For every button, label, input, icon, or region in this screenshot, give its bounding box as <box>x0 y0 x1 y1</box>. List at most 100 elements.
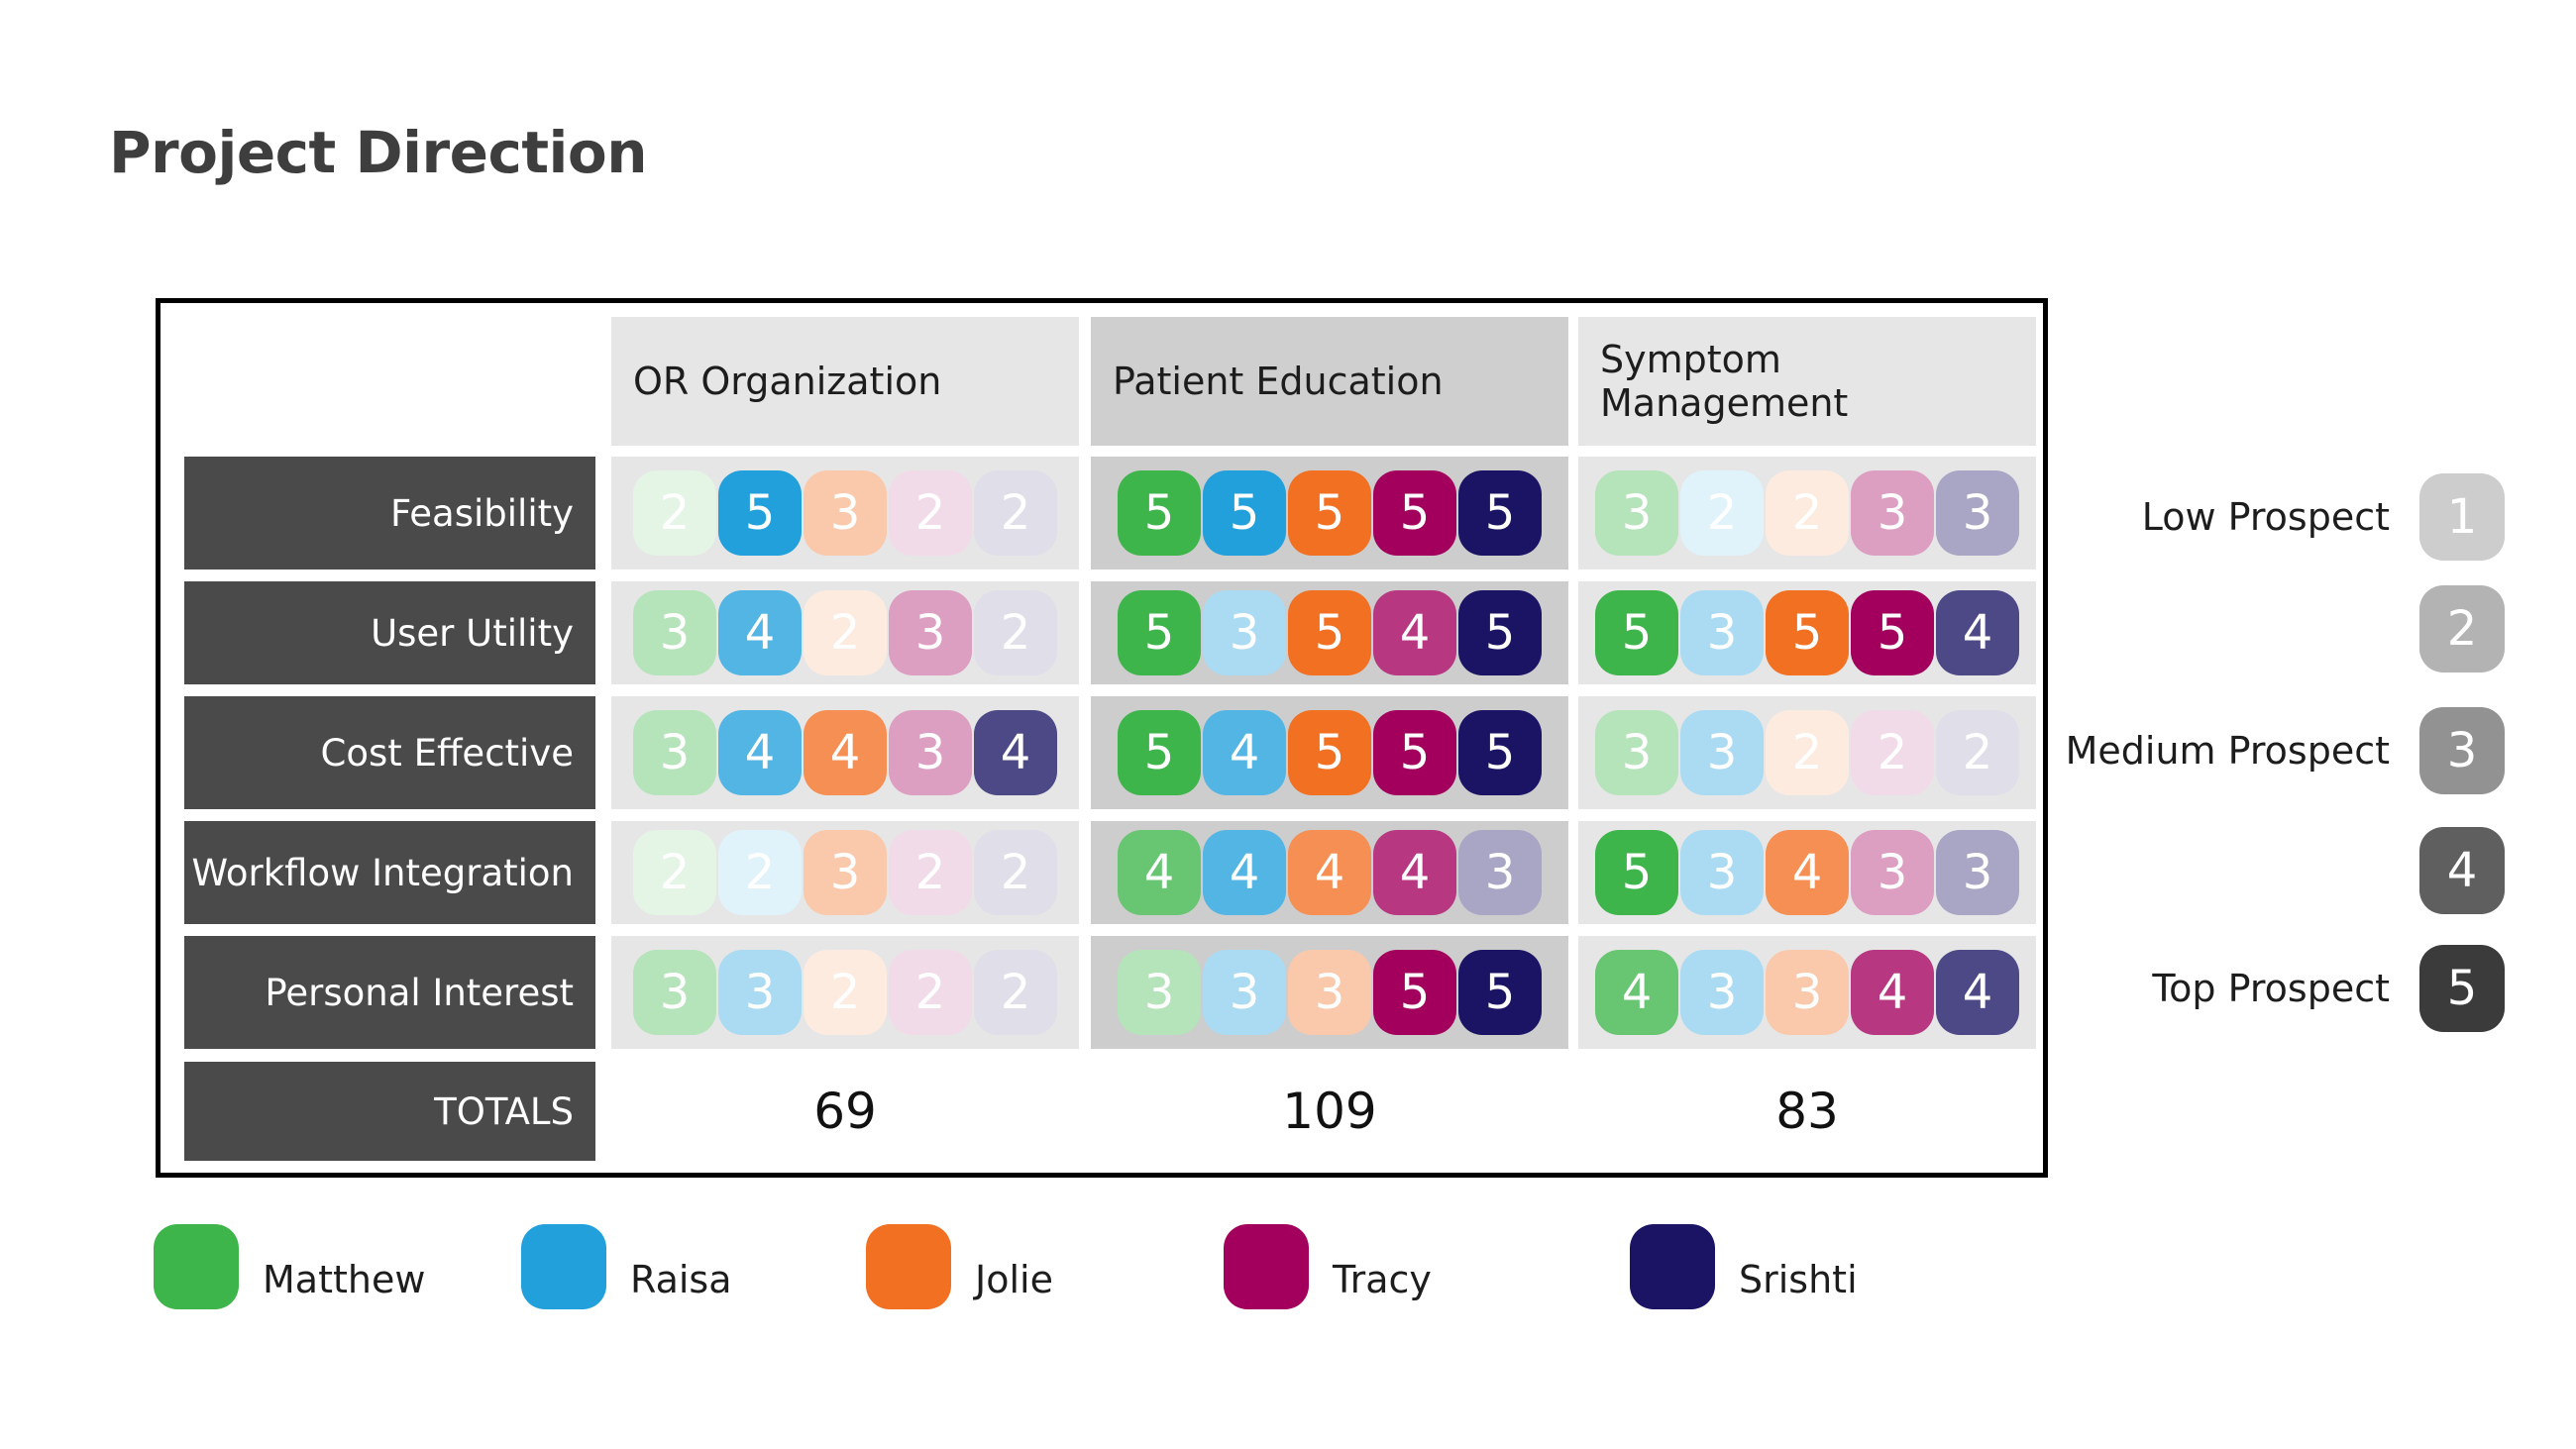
score-chip-jolie: 5 <box>1288 470 1371 556</box>
score-chip-matthew: 5 <box>1118 470 1201 556</box>
score-chip-raisa: 3 <box>1680 830 1764 915</box>
score-chip-jolie: 5 <box>1766 590 1849 675</box>
score-chip-matthew: 4 <box>1118 830 1201 915</box>
column-total: 109 <box>1282 1083 1377 1140</box>
score-chip-srishti: 4 <box>974 710 1057 795</box>
score-chip-srishti: 3 <box>1458 830 1542 915</box>
score-chip-raisa: 4 <box>1203 830 1286 915</box>
score-chip-raisa: 3 <box>1680 710 1764 795</box>
score-chip-raisa: 4 <box>718 590 802 675</box>
scale-chip: 2 <box>2419 585 2505 673</box>
scale-chip: 4 <box>2419 827 2505 914</box>
score-chip-srishti: 2 <box>974 470 1057 556</box>
score-chip-srishti: 2 <box>1936 710 2019 795</box>
scale-label: Low Prospect <box>2141 495 2390 539</box>
scale-chip: 3 <box>2419 707 2505 794</box>
score-chip-srishti: 4 <box>1936 950 2019 1035</box>
totals-label: TOTALS <box>184 1062 595 1161</box>
score-chip-raisa: 5 <box>718 470 802 556</box>
score-chip-srishti: 4 <box>1936 590 2019 675</box>
legend-swatch <box>1224 1224 1309 1309</box>
score-chip-raisa: 3 <box>718 950 802 1035</box>
score-chip-raisa: 3 <box>1203 590 1286 675</box>
legend-swatch <box>521 1224 606 1309</box>
score-chip-srishti: 2 <box>974 830 1057 915</box>
score-chip-tracy: 3 <box>889 590 972 675</box>
score-chip-tracy: 2 <box>889 470 972 556</box>
score-chip-jolie: 2 <box>1766 470 1849 556</box>
score-chip-jolie: 2 <box>804 950 887 1035</box>
row-label: User Utility <box>184 581 595 684</box>
scale-label: Top Prospect <box>2152 967 2390 1010</box>
score-chip-jolie: 2 <box>804 590 887 675</box>
score-chip-tracy: 5 <box>1373 470 1456 556</box>
score-chip-jolie: 5 <box>1288 710 1371 795</box>
score-chip-srishti: 5 <box>1458 470 1542 556</box>
row-label: Cost Effective <box>184 696 595 809</box>
score-chip-jolie: 3 <box>804 470 887 556</box>
score-chip-jolie: 4 <box>804 710 887 795</box>
score-chip-matthew: 3 <box>633 590 716 675</box>
score-chip-matthew: 5 <box>1595 590 1678 675</box>
legend-label: Jolie <box>975 1258 1053 1301</box>
score-chip-tracy: 3 <box>1851 830 1934 915</box>
score-chip-matthew: 2 <box>633 470 716 556</box>
score-chip-srishti: 5 <box>1458 710 1542 795</box>
score-chip-raisa: 3 <box>1203 950 1286 1035</box>
score-chip-srishti: 5 <box>1458 950 1542 1035</box>
score-chip-tracy: 3 <box>1851 470 1934 556</box>
column-header: Symptom Management <box>1578 317 2036 446</box>
score-chip-raisa: 3 <box>1680 590 1764 675</box>
legend-swatch <box>866 1224 951 1309</box>
score-chip-tracy: 5 <box>1373 950 1456 1035</box>
row-label: Workflow Integration <box>184 821 595 924</box>
scale-label: Medium Prospect <box>2065 729 2390 773</box>
score-chip-raisa: 2 <box>1680 470 1764 556</box>
score-chip-matthew: 5 <box>1118 590 1201 675</box>
score-chip-jolie: 3 <box>1288 950 1371 1035</box>
score-chip-raisa: 4 <box>718 710 802 795</box>
row-label: Feasibility <box>184 457 595 569</box>
legend-label: Raisa <box>630 1258 732 1301</box>
page-title: Project Direction <box>109 119 648 186</box>
score-chip-jolie: 4 <box>1766 830 1849 915</box>
score-chip-raisa: 4 <box>1203 710 1286 795</box>
score-chip-jolie: 2 <box>1766 710 1849 795</box>
score-chip-srishti: 2 <box>974 590 1057 675</box>
score-chip-raisa: 3 <box>1680 950 1764 1035</box>
score-chip-matthew: 5 <box>1595 830 1678 915</box>
scale-chip: 5 <box>2419 945 2505 1032</box>
column-total: 69 <box>813 1083 877 1140</box>
score-chip-tracy: 3 <box>889 710 972 795</box>
score-chip-jolie: 3 <box>1766 950 1849 1035</box>
score-chip-jolie: 3 <box>804 830 887 915</box>
scale-chip: 1 <box>2419 473 2505 561</box>
row-label: Personal Interest <box>184 936 595 1049</box>
score-chip-matthew: 3 <box>633 950 716 1035</box>
legend-label: Matthew <box>263 1258 426 1301</box>
score-chip-matthew: 3 <box>1595 710 1678 795</box>
score-chip-srishti: 2 <box>974 950 1057 1035</box>
score-chip-tracy: 2 <box>889 830 972 915</box>
score-chip-srishti: 5 <box>1458 590 1542 675</box>
score-chip-jolie: 5 <box>1288 590 1371 675</box>
score-chip-matthew: 3 <box>1595 470 1678 556</box>
legend-label: Srishti <box>1739 1258 1858 1301</box>
column-header: OR Organization <box>611 317 1079 446</box>
score-chip-tracy: 5 <box>1851 590 1934 675</box>
score-chip-matthew: 4 <box>1595 950 1678 1035</box>
score-chip-tracy: 2 <box>889 950 972 1035</box>
